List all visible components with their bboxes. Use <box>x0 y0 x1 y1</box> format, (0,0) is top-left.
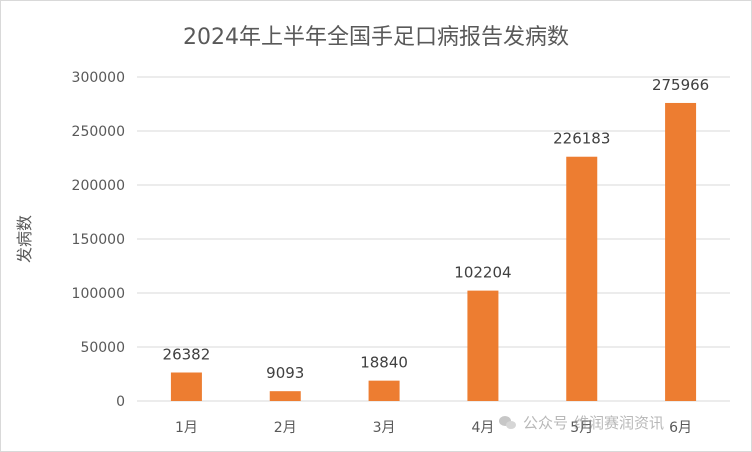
x-tick-label: 6月 <box>669 420 692 436</box>
y-tick-label: 100000 <box>72 286 125 302</box>
x-tick-label: 4月 <box>471 420 494 436</box>
data-label: 9093 <box>266 364 304 382</box>
wechat-icon <box>499 415 517 430</box>
data-label: 18840 <box>360 354 408 372</box>
y-tick-label: 0 <box>116 394 125 410</box>
bar <box>170 372 202 401</box>
watermark-source: 公众号 <box>523 414 569 432</box>
y-tick-label: 300000 <box>72 70 125 86</box>
x-tick-label: 1月 <box>175 420 198 436</box>
bar <box>566 156 598 401</box>
y-tick-label: 50000 <box>80 340 125 356</box>
y-tick-label: 150000 <box>72 232 125 248</box>
data-label: 26382 <box>163 346 211 364</box>
bar <box>269 391 301 401</box>
y-tick-label: 250000 <box>72 124 125 140</box>
chart-title: 2024年上半年全国手足口病报告发病数 <box>183 25 569 50</box>
y-tick-label: 200000 <box>72 178 125 194</box>
watermark-name: 维润赛润资讯 <box>574 414 665 432</box>
x-tick-label: 3月 <box>373 420 396 436</box>
data-label: 102204 <box>454 264 511 282</box>
data-label: 275966 <box>652 76 709 94</box>
data-label: 226183 <box>553 130 610 148</box>
bar <box>467 290 499 401</box>
bar <box>665 102 697 401</box>
x-tick-label: 5月 <box>570 420 593 436</box>
bar <box>368 380 400 401</box>
watermark: 公众号 维润赛润资讯 <box>499 412 664 433</box>
x-tick-label: 2月 <box>274 420 297 436</box>
